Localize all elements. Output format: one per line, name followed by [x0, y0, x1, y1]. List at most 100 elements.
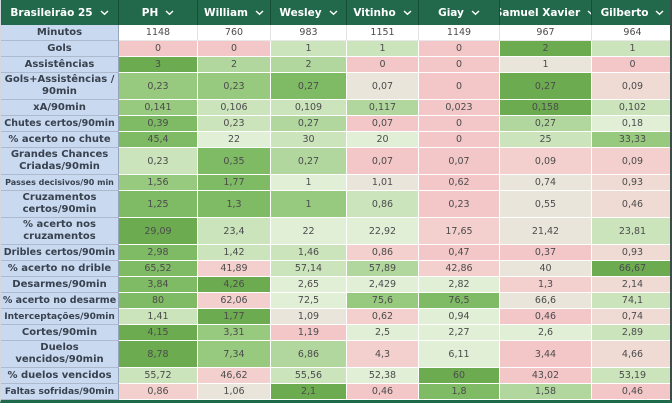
row-label: Chutes certos/90min	[1, 116, 119, 132]
row-label: Interceptações/90min	[1, 309, 119, 325]
table-row: % acerto nos cruzamentos 29,09 23,4 22 22,92…	[1, 218, 670, 245]
stat-cell: 1	[271, 191, 347, 218]
stat-cell: 72,5	[271, 293, 347, 309]
chevron-down-icon	[587, 9, 591, 16]
stat-cell: 1,25	[119, 191, 198, 218]
stat-cell: 1	[592, 41, 670, 57]
stat-cell: 30	[271, 132, 347, 148]
header-row: Brasileirão 25 PH William Wesley Vitinho Gia…	[1, 0, 670, 25]
stat-cell: 3,84	[119, 277, 198, 293]
column-header-william[interactable]: William	[198, 0, 271, 25]
stat-cell: 0	[419, 41, 500, 57]
column-header-giay[interactable]: Giay	[419, 0, 500, 25]
stat-cell: 2	[198, 57, 271, 73]
stat-cell: 0,46	[500, 309, 592, 325]
stat-cell: 0,62	[347, 309, 419, 325]
table-title-dropdown[interactable]: Brasileirão 25	[1, 0, 119, 25]
row-label: Cruzamentos certos/90min	[1, 191, 119, 218]
column-header-vitinho[interactable]: Vitinho	[347, 0, 419, 25]
stat-cell: 0,106	[198, 100, 271, 116]
stat-cell: 0,47	[419, 245, 500, 261]
stat-cell: 1,01	[347, 175, 419, 191]
stat-cell: 0,23	[198, 73, 271, 100]
stat-cell: 0,07	[419, 148, 500, 175]
stat-cell: 52,38	[347, 368, 419, 384]
stat-cell: 1,3	[500, 277, 592, 293]
stat-cell: 62,06	[198, 293, 271, 309]
table-row: Gols+Assistências / 90min 0,23 0,23 0,27 0,0…	[1, 73, 670, 100]
stat-cell: 983	[271, 25, 347, 41]
column-header-label: Wesley	[279, 6, 322, 19]
table-row: xA/90min 0,141 0,106 0,109 0,117 0,023 0,158 0,…	[1, 100, 670, 116]
stat-cell: 0,141	[119, 100, 198, 116]
stat-cell: 0,55	[500, 191, 592, 218]
table-row: Minutos 1148 760 983 1151 1149 967 964	[1, 25, 670, 41]
stat-cell: 2,27	[419, 325, 500, 341]
stat-cell: 0,09	[592, 148, 670, 175]
column-header-label: Giay	[438, 6, 464, 19]
stat-cell: 1,42	[198, 245, 271, 261]
chevron-down-icon	[471, 9, 480, 16]
stat-cell: 0,37	[500, 245, 592, 261]
stat-cell: 0,27	[271, 116, 347, 132]
row-label: Dribles certos/90min	[1, 245, 119, 261]
row-label: Faltas sofridas/90min	[1, 384, 119, 400]
column-header-samuel-xavier[interactable]: Samuel Xavier	[500, 0, 592, 25]
column-header-label: Gilberto	[600, 6, 649, 19]
stat-cell: 33,33	[592, 132, 670, 148]
table-row: Cortes/90min 4,15 3,31 1,19 2,5 2,27 2,6 2,89	[1, 325, 670, 341]
stat-cell: 41,89	[198, 261, 271, 277]
column-header-ph[interactable]: PH	[119, 0, 198, 25]
table-row: Chutes certos/90min 0,39 0,23 0,27 0,07 0 0,27…	[1, 116, 670, 132]
stat-cell: 0,09	[500, 148, 592, 175]
stat-cell: 53,19	[592, 368, 670, 384]
stat-cell: 1,46	[271, 245, 347, 261]
column-header-gilberto[interactable]: Gilberto	[592, 0, 670, 25]
stat-cell: 66,6	[500, 293, 592, 309]
stat-cell: 45,4	[119, 132, 198, 148]
column-header-label: William	[203, 6, 248, 19]
stat-cell: 0,07	[347, 148, 419, 175]
chevron-down-icon	[255, 9, 264, 16]
row-label: Gols	[1, 41, 119, 57]
stat-cell: 0,46	[592, 384, 670, 400]
stat-cell: 0,74	[592, 309, 670, 325]
row-label: % acerto nos cruzamentos	[1, 218, 119, 245]
table-row: Grandes Chances Criadas/90min 0,23 0,35 0,2…	[1, 148, 670, 175]
stat-cell: 2,82	[419, 277, 500, 293]
stat-cell: 0,09	[592, 73, 670, 100]
stat-cell: 0,27	[271, 73, 347, 100]
stat-cell: 0,94	[419, 309, 500, 325]
stat-cell: 0,27	[271, 148, 347, 175]
stat-cell: 1	[271, 41, 347, 57]
stat-cell: 0,39	[119, 116, 198, 132]
stat-cell: 0,109	[271, 100, 347, 116]
column-header-wesley[interactable]: Wesley	[271, 0, 347, 25]
table-row: Passes decisivos/90 min 1,56 1,77 1 1,01 0,62…	[1, 175, 670, 191]
stat-cell: 2,429	[347, 277, 419, 293]
stat-cell: 65,52	[119, 261, 198, 277]
row-label: % acerto no drible	[1, 261, 119, 277]
stat-cell: 760	[198, 25, 271, 41]
stat-cell: 967	[500, 25, 592, 41]
stat-cell: 1,3	[198, 191, 271, 218]
row-label: Duelos vencidos/90min	[1, 341, 119, 368]
stat-cell: 0	[419, 73, 500, 100]
table-row: Cruzamentos certos/90min 1,25 1,3 1 0,86 0,23…	[1, 191, 670, 218]
row-label: Grandes Chances Criadas/90min	[1, 148, 119, 175]
table-row: Desarmes/90min 3,84 4,26 2,65 2,429 2,82 1,3 2,…	[1, 277, 670, 293]
chevron-down-icon	[329, 9, 338, 16]
stat-cell: 4,26	[198, 277, 271, 293]
stat-cell: 1,58	[500, 384, 592, 400]
stat-cell: 75,6	[347, 293, 419, 309]
row-label: Cortes/90min	[1, 325, 119, 341]
stat-cell: 2,98	[119, 245, 198, 261]
stat-cell: 2,65	[271, 277, 347, 293]
stat-cell: 964	[592, 25, 670, 41]
stat-cell: 0,93	[592, 245, 670, 261]
row-label: Desarmes/90min	[1, 277, 119, 293]
stat-cell: 0,158	[500, 100, 592, 116]
stat-cell: 1	[347, 41, 419, 57]
row-label: xA/90min	[1, 100, 119, 116]
